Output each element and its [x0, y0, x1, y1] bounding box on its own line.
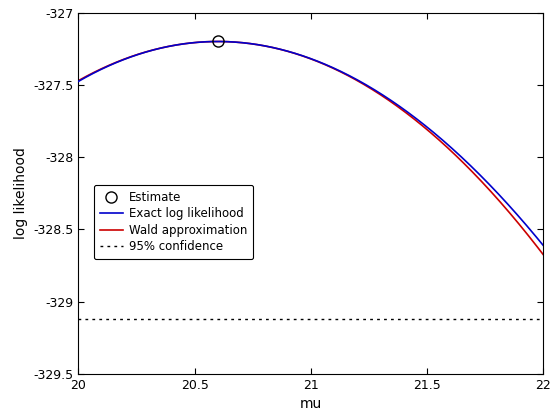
- Wald approximation: [530, 239, 536, 244]
- Wald approximation: [457, 158, 464, 163]
- Wald approximation: [300, 53, 306, 58]
- Exact log likelihood: [300, 53, 306, 58]
- Wald approximation: [540, 252, 547, 257]
- Legend: Estimate, Exact log likelihood, Wald approximation, 95% confidence: Estimate, Exact log likelihood, Wald app…: [94, 185, 253, 259]
- Exact log likelihood: [75, 79, 82, 84]
- Exact log likelihood: [353, 77, 360, 82]
- Exact log likelihood: [457, 153, 464, 158]
- Y-axis label: log likelihood: log likelihood: [14, 147, 28, 239]
- Exact log likelihood: [214, 39, 221, 44]
- Line: Wald approximation: Wald approximation: [78, 42, 543, 255]
- Wald approximation: [214, 39, 221, 44]
- Wald approximation: [297, 52, 304, 58]
- Wald approximation: [75, 78, 82, 83]
- Wald approximation: [353, 77, 360, 82]
- Line: Exact log likelihood: Exact log likelihood: [78, 42, 543, 245]
- Exact log likelihood: [530, 231, 536, 236]
- Exact log likelihood: [540, 243, 547, 248]
- Wald approximation: [328, 65, 334, 70]
- Exact log likelihood: [328, 64, 334, 69]
- X-axis label: mu: mu: [300, 397, 322, 411]
- Exact log likelihood: [297, 52, 304, 58]
